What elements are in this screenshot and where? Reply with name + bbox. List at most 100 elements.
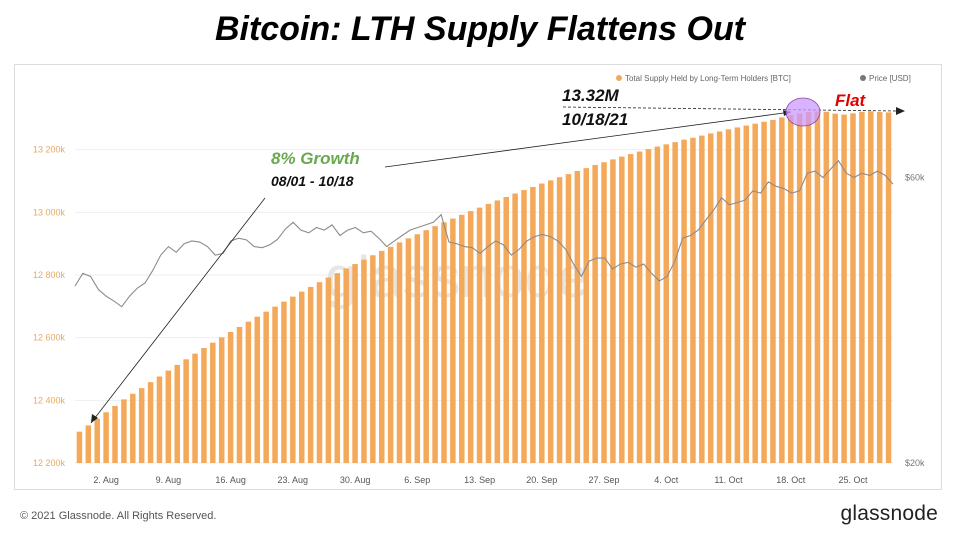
lth-supply-bar — [539, 183, 545, 463]
chart-title: Bitcoin: LTH Supply Flattens Out — [214, 10, 746, 48]
lth-supply-bar — [699, 135, 705, 463]
lth-supply-bar — [627, 154, 634, 464]
lth-supply-bar — [850, 113, 856, 463]
lth-supply-bar — [467, 211, 474, 463]
lth-supply-bar — [94, 418, 100, 463]
lth-supply-bar — [663, 144, 670, 463]
lth-supply-bar — [121, 399, 127, 463]
x-tick-label: 13. Sep — [464, 475, 495, 485]
lth-supply-bar — [378, 250, 385, 463]
y-left-tick-label: 12 800k — [33, 270, 66, 280]
y-left-tick-label: 12 400k — [33, 395, 66, 405]
lth-supply-bar — [112, 405, 118, 463]
lth-supply-bar — [450, 218, 456, 463]
lth-supply-bar — [530, 186, 536, 463]
y-right-tick-label: $60k — [905, 173, 925, 183]
lth-supply-bar — [814, 111, 821, 463]
lth-supply-bar — [476, 207, 483, 463]
price-line — [74, 159, 894, 308]
lth-supply-bar — [707, 133, 714, 463]
lth-supply-bar — [290, 296, 296, 463]
lth-supply-bar — [263, 311, 269, 463]
lth-supply-bar — [459, 214, 465, 463]
lth-supply-bar — [841, 114, 847, 463]
legend-label-lth[interactable]: Total Supply Held by Long-Term Holders [… — [625, 74, 791, 83]
chart-svg: glassnode 12 200k 12 400k 12 600k 12 800k 13… — [33, 74, 925, 485]
x-tick-label: 25. Oct — [838, 475, 868, 485]
chart-frame: glassnode 12 200k 12 400k 12 600k 12 800k 13… — [14, 64, 942, 490]
y-left-tick-label: 13 000k — [33, 207, 66, 217]
lth-supply-bar — [761, 121, 767, 463]
lth-supply-bar — [601, 162, 607, 463]
lth-supply-bar — [823, 111, 830, 463]
lth-supply-bar — [103, 412, 109, 463]
lth-supply-bar — [770, 119, 776, 464]
peak-level-dashed-line — [562, 106, 900, 112]
lth-supply-bar — [316, 282, 323, 463]
lth-supply-bar — [156, 376, 163, 463]
growth-range-label: 08/01 - 10/18 — [271, 173, 354, 189]
lth-supply-bar — [387, 246, 394, 463]
lth-supply-bar — [859, 111, 865, 463]
lth-supply-bar — [192, 353, 198, 463]
lth-supply-bar — [236, 327, 243, 463]
lth-supply-bar — [174, 364, 180, 463]
legend-label-price[interactable]: Price [USD] — [869, 74, 911, 83]
lth-supply-bar — [556, 177, 563, 463]
x-tick-label: 4. Oct — [654, 475, 679, 485]
lth-supply-bar — [521, 190, 527, 463]
lth-supply-bar — [165, 370, 172, 463]
flat-label: Flat — [835, 91, 867, 110]
price-line-layer — [74, 159, 894, 308]
lth-supply-bar — [147, 382, 154, 463]
lth-supply-bar — [76, 431, 83, 463]
lth-supply-bar — [805, 112, 812, 463]
watermark: glassnode — [325, 245, 589, 310]
lth-supply-bar — [654, 146, 661, 463]
lth-supply-bar — [645, 149, 652, 463]
y-right-tick-label: $20k — [905, 458, 925, 468]
growth-end-arrow — [384, 111, 792, 168]
lth-supply-bar — [787, 115, 794, 463]
lth-supply-bar — [334, 273, 341, 463]
y-left-tick-label: 13 200k — [33, 145, 66, 155]
lth-supply-bar — [681, 139, 687, 463]
lth-supply-bar — [494, 200, 501, 463]
lth-supply-bar — [574, 170, 581, 463]
lth-supply-bar — [592, 165, 598, 463]
lth-supply-bar — [716, 131, 723, 463]
x-tick-label: 18. Oct — [776, 475, 806, 485]
lth-supply-bar — [245, 321, 252, 463]
lth-supply-bar — [485, 203, 492, 463]
bars-layer — [76, 111, 892, 464]
lth-supply-bar — [307, 286, 314, 463]
lth-supply-bar — [547, 180, 554, 463]
lth-supply-bar — [210, 342, 216, 463]
lth-supply-bar — [396, 242, 403, 463]
lth-supply-bar — [405, 238, 412, 463]
lth-supply-bar — [672, 142, 678, 463]
axes-layer: 12 200k 12 400k 12 600k 12 800k 13 000k 13 20… — [33, 145, 925, 485]
lth-supply-bar — [343, 268, 349, 463]
annotation-layer: 13.32M 10/18/21 Flat 8% Growth 08/01 - 1… — [90, 86, 905, 424]
lth-supply-bar — [636, 151, 643, 464]
x-tick-label: 23. Aug — [278, 475, 309, 485]
lth-supply-bar — [201, 348, 207, 463]
lth-supply-bar — [512, 193, 518, 463]
lth-supply-bar — [254, 316, 261, 463]
growth-start-arrow — [90, 197, 266, 424]
lth-supply-bar — [619, 156, 625, 463]
legend[interactable]: Total Supply Held by Long-Term Holders [… — [616, 74, 911, 83]
lth-supply-bar — [885, 112, 892, 463]
y-left-tick-label: 12 200k — [33, 458, 66, 468]
growth-start-arrowhead — [91, 414, 98, 423]
lth-supply-bar — [183, 359, 189, 463]
peak-date-label: 10/18/21 — [562, 110, 628, 129]
lth-supply-bar — [352, 264, 358, 463]
lth-supply-bar — [610, 159, 616, 463]
lth-supply-bar — [441, 222, 447, 463]
legend-marker-price — [860, 75, 866, 81]
peak-highlight-ellipse — [785, 97, 821, 127]
lth-supply-bar — [423, 230, 429, 463]
lth-supply-bar — [325, 277, 332, 463]
